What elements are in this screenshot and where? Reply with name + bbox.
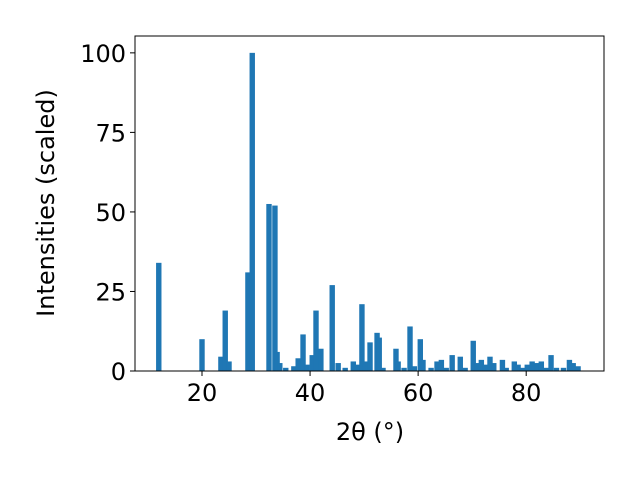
- bar: [199, 339, 205, 371]
- bar: [309, 355, 315, 371]
- bar: [249, 52, 255, 371]
- bar: [313, 310, 319, 371]
- bar: [538, 361, 545, 371]
- plot-frame: [134, 35, 605, 372]
- bar: [457, 356, 463, 371]
- bar: [318, 348, 324, 371]
- bar: [534, 363, 540, 371]
- bar: [335, 363, 341, 371]
- bar: [434, 361, 440, 371]
- bar: [407, 326, 413, 371]
- x-tick-label: 80: [511, 379, 542, 407]
- bar: [350, 361, 356, 371]
- bar: [272, 205, 278, 371]
- bar: [376, 337, 382, 371]
- bar: [359, 304, 365, 371]
- bar: [478, 359, 485, 371]
- bar: [438, 359, 445, 371]
- bar: [470, 340, 476, 371]
- bar: [393, 348, 399, 371]
- bar: [245, 272, 251, 371]
- bar: [218, 356, 224, 371]
- bar: [449, 355, 455, 371]
- bar: [474, 363, 480, 371]
- y-tick-label: 0: [111, 358, 126, 386]
- bar: [420, 359, 426, 371]
- bar: [443, 367, 449, 371]
- bar: [226, 361, 232, 371]
- bar: [482, 364, 488, 371]
- bar: [570, 363, 576, 371]
- x-axis-label: 2θ (°): [336, 418, 404, 446]
- bar: [277, 363, 283, 371]
- bar: [499, 359, 506, 371]
- bar: [380, 367, 386, 371]
- bar: [283, 367, 289, 371]
- bar: [401, 367, 407, 371]
- bar: [543, 367, 549, 371]
- bar: [566, 359, 573, 371]
- bar: [560, 367, 567, 371]
- y-tick-label: 25: [95, 278, 126, 306]
- bar: [524, 364, 530, 371]
- y-axis-label: Intensities (scaled): [32, 89, 60, 317]
- x-tick-label: 60: [403, 379, 434, 407]
- bar: [417, 339, 423, 371]
- y-tick-label: 50: [95, 199, 126, 227]
- y-tick-label: 100: [80, 40, 126, 68]
- bar: [222, 310, 228, 371]
- bar: [304, 364, 310, 371]
- bar: [519, 367, 526, 371]
- bar: [462, 367, 468, 371]
- bar: [266, 203, 272, 371]
- bar: [503, 367, 509, 371]
- x-tick-label: 20: [187, 379, 218, 407]
- bar: [342, 367, 348, 371]
- y-tick-label: 75: [95, 119, 126, 147]
- bar: [411, 366, 418, 371]
- bar: [428, 367, 434, 371]
- bar: [515, 364, 521, 371]
- bar: [329, 285, 335, 371]
- bar: [291, 366, 297, 371]
- bar: [548, 355, 554, 371]
- bar: [553, 367, 560, 371]
- x-tick-label: 40: [295, 379, 326, 407]
- bar: [367, 342, 373, 371]
- bar: [395, 361, 401, 371]
- bar: [487, 356, 493, 371]
- bar: [575, 366, 581, 371]
- bar: [362, 361, 368, 371]
- bar: [156, 262, 162, 371]
- bar: [491, 363, 497, 371]
- bar: [274, 351, 280, 371]
- bar: [529, 361, 535, 371]
- bar: [300, 334, 306, 371]
- bar: [354, 364, 360, 371]
- bar: [295, 358, 301, 371]
- bar: [511, 361, 518, 371]
